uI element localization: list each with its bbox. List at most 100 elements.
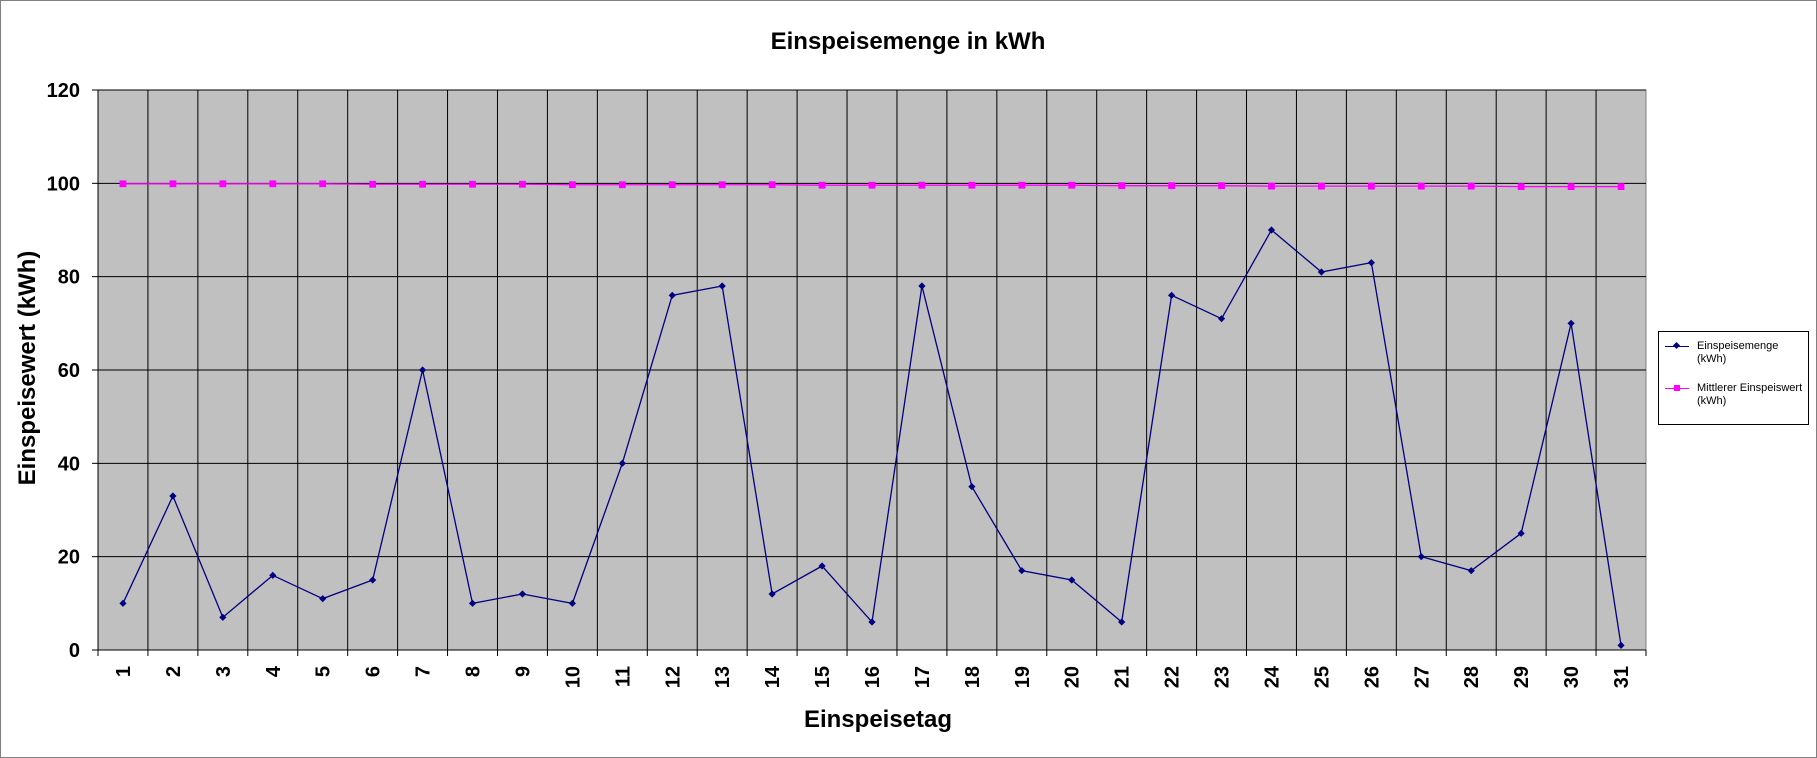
x-tick-label: 17	[912, 666, 934, 688]
data-point-einspeisemenge	[1267, 226, 1276, 234]
data-point-einspeisemenge	[369, 576, 377, 584]
x-tick-label: 3	[213, 666, 235, 677]
x-tick-label: 18	[962, 666, 984, 688]
data-point-mittlerer-einspeiswert	[1417, 182, 1425, 190]
data-point-einspeisemenge	[1367, 259, 1375, 267]
data-point-mittlerer-einspeiswert	[1367, 182, 1375, 190]
data-point-mittlerer-einspeiswert	[219, 180, 227, 188]
data-point-einspeisemenge	[968, 483, 976, 491]
data-point-einspeisemenge	[1068, 576, 1076, 584]
legend-label-einspeisemenge: Einspeisemenge (kWh)	[1697, 340, 1779, 365]
y-tick-label: 100	[47, 173, 80, 195]
data-point-einspeisemenge	[818, 562, 826, 570]
x-tick-label: 29	[1511, 666, 1533, 688]
data-point-mittlerer-einspeiswert	[1318, 182, 1325, 190]
data-point-einspeisemenge	[418, 366, 427, 374]
data-point-mittlerer-einspeiswert	[469, 180, 476, 188]
data-point-einspeisemenge	[1417, 553, 1425, 561]
y-tick-label: 40	[58, 453, 80, 475]
x-tick-label: 10	[562, 666, 584, 688]
data-point-einspeisemenge	[169, 492, 177, 500]
data-point-einspeisemenge	[468, 599, 477, 607]
legend-diamond-marker-icon	[1672, 341, 1681, 350]
data-point-mittlerer-einspeiswert	[968, 181, 976, 189]
data-point-mittlerer-einspeiswert	[818, 181, 826, 189]
x-tick-label: 16	[862, 666, 884, 688]
data-point-mittlerer-einspeiswert	[1567, 183, 1575, 190]
data-point-mittlerer-einspeiswert	[269, 180, 277, 188]
data-point-einspeisemenge	[718, 282, 726, 290]
data-point-einspeisemenge	[668, 291, 676, 299]
x-tick-label: 31	[1611, 666, 1633, 688]
x-tick-label: 7	[413, 666, 435, 677]
data-point-einspeisemenge	[1567, 319, 1575, 327]
data-point-einspeisemenge	[868, 618, 876, 626]
chart-title: Einspeisemenge in kWh	[771, 28, 1046, 55]
data-point-mittlerer-einspeiswert	[868, 181, 876, 189]
data-point-einspeisemenge	[219, 613, 227, 621]
data-point-mittlerer-einspeiswert	[119, 180, 127, 188]
data-point-einspeisemenge	[768, 590, 776, 598]
data-point-mittlerer-einspeiswert	[1068, 181, 1076, 189]
x-tick-label: 28	[1461, 666, 1483, 688]
data-point-einspeisemenge	[1617, 641, 1625, 649]
x-tick-label: 14	[762, 665, 784, 688]
data-point-einspeisemenge	[1118, 618, 1126, 626]
data-point-mittlerer-einspeiswert	[1218, 182, 1225, 190]
x-tick-label: 8	[463, 666, 485, 677]
legend-label-mittlerer-einspeiswert: Mittlerer Einspeiswert (kWh)	[1697, 382, 1803, 407]
x-tick-label: 1	[113, 666, 135, 677]
legend-item-einspeisemenge: Einspeisemenge (kWh)	[1665, 340, 1807, 370]
data-point-einspeisemenge	[1317, 268, 1326, 276]
x-tick-label: 15	[812, 666, 834, 688]
x-tick-label: 11	[612, 666, 634, 687]
legend-square-marker-icon	[1674, 385, 1680, 391]
data-point-mittlerer-einspeiswert	[1118, 182, 1126, 190]
data-point-mittlerer-einspeiswert	[918, 181, 926, 189]
data-point-mittlerer-einspeiswert	[1467, 182, 1475, 190]
data-point-mittlerer-einspeiswert	[718, 181, 726, 189]
x-tick-label: 5	[313, 666, 335, 677]
data-point-mittlerer-einspeiswert	[1168, 182, 1176, 190]
y-tick-label: 120	[47, 80, 80, 102]
data-point-mittlerer-einspeiswert	[1268, 182, 1275, 190]
data-point-mittlerer-einspeiswert	[568, 181, 576, 189]
x-tick-label: 30	[1561, 666, 1583, 688]
data-point-einspeisemenge	[119, 599, 127, 607]
y-tick-label: 80	[58, 267, 80, 289]
data-point-mittlerer-einspeiswert	[419, 180, 426, 188]
data-point-mittlerer-einspeiswert	[668, 181, 676, 189]
data-point-einspeisemenge	[568, 599, 576, 607]
x-tick-label: 21	[1112, 666, 1134, 688]
data-point-mittlerer-einspeiswert	[1018, 181, 1026, 189]
data-point-einspeisemenge	[1018, 567, 1026, 575]
data-point-einspeisemenge	[1517, 529, 1525, 537]
x-axis-label: Einspeisetag	[804, 706, 952, 733]
y-tick-label: 20	[58, 547, 80, 569]
x-tick-label: 12	[662, 666, 684, 688]
y-axis-label: Einspeisewert (kWh)	[14, 251, 41, 486]
chart-legend: Einspeisemenge (kWh) Mittlerer Einspeisw…	[1658, 331, 1809, 425]
data-point-einspeisemenge	[518, 590, 527, 598]
data-point-einspeisemenge	[1217, 315, 1226, 323]
data-point-mittlerer-einspeiswert	[768, 181, 776, 189]
x-tick-label: 26	[1361, 666, 1383, 688]
x-tick-label: 9	[512, 666, 534, 677]
x-tick-label: 24	[1261, 665, 1283, 688]
x-tick-label: 19	[1012, 666, 1034, 688]
data-point-mittlerer-einspeiswert	[1617, 183, 1625, 190]
data-point-einspeisemenge	[319, 595, 327, 603]
y-tick-label: 60	[58, 360, 80, 382]
x-tick-label: 22	[1162, 666, 1184, 688]
x-tick-label: 13	[712, 666, 734, 688]
x-tick-label: 2	[163, 666, 185, 677]
x-tick-label: 25	[1311, 666, 1333, 688]
data-point-einspeisemenge	[918, 282, 926, 290]
data-point-einspeisemenge	[269, 571, 277, 579]
data-point-mittlerer-einspeiswert	[519, 180, 526, 188]
data-point-einspeisemenge	[1168, 291, 1176, 299]
data-point-mittlerer-einspeiswert	[169, 180, 177, 188]
